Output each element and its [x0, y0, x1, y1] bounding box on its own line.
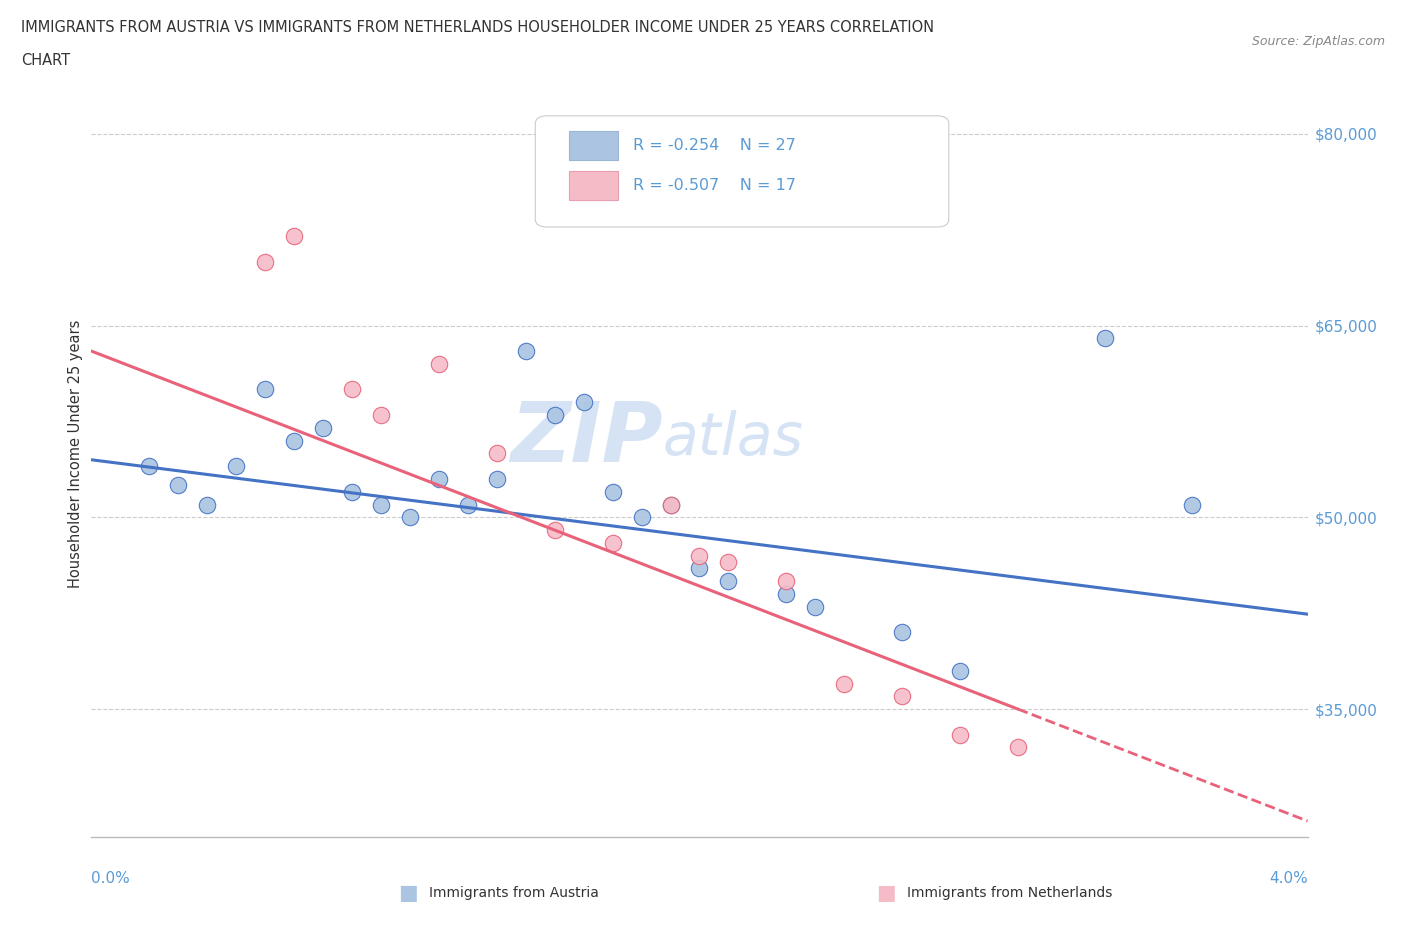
Point [1181, 498, 1204, 512]
Point [688, 561, 710, 576]
Point [1007, 740, 1029, 755]
Point [688, 549, 710, 564]
Point [659, 498, 682, 512]
Point [775, 587, 797, 602]
Point [949, 663, 972, 678]
Text: atlas: atlas [664, 409, 804, 467]
Point [370, 498, 392, 512]
Text: 0.0%: 0.0% [91, 871, 131, 886]
Point [515, 344, 537, 359]
Text: IMMIGRANTS FROM AUSTRIA VS IMMIGRANTS FROM NETHERLANDS HOUSEHOLDER INCOME UNDER : IMMIGRANTS FROM AUSTRIA VS IMMIGRANTS FR… [21, 20, 934, 35]
Point [544, 523, 567, 538]
Point [804, 600, 827, 615]
Point [195, 24, 218, 39]
Point [340, 485, 363, 499]
Point [427, 472, 450, 486]
Point [775, 574, 797, 589]
Text: Source: ZipAtlas.com: Source: ZipAtlas.com [1251, 35, 1385, 48]
Text: R = -0.254    N = 27: R = -0.254 N = 27 [633, 139, 796, 153]
Point [891, 625, 914, 640]
Point [225, 458, 247, 473]
Text: ■: ■ [398, 883, 418, 903]
Point [891, 689, 914, 704]
FancyBboxPatch shape [569, 171, 619, 200]
Point [485, 472, 508, 486]
Point [340, 382, 363, 397]
Point [254, 382, 277, 397]
Text: Immigrants from Austria: Immigrants from Austria [429, 885, 599, 900]
Point [630, 510, 652, 525]
FancyBboxPatch shape [536, 116, 949, 227]
Point [717, 554, 740, 569]
Point [283, 229, 305, 244]
Point [572, 395, 595, 410]
Point [832, 676, 855, 691]
Point [659, 498, 682, 512]
Point [399, 510, 422, 525]
Text: R = -0.507    N = 17: R = -0.507 N = 17 [633, 179, 796, 193]
Text: 4.0%: 4.0% [1268, 871, 1308, 886]
Y-axis label: Householder Income Under 25 years: Householder Income Under 25 years [67, 319, 83, 588]
Point [457, 498, 479, 512]
Text: ZIP: ZIP [510, 397, 664, 479]
Point [167, 478, 190, 493]
Point [717, 574, 740, 589]
Point [485, 446, 508, 461]
FancyBboxPatch shape [569, 131, 619, 160]
Point [283, 433, 305, 448]
Point [602, 536, 624, 551]
Point [312, 420, 335, 435]
Text: Immigrants from Netherlands: Immigrants from Netherlands [907, 885, 1112, 900]
Point [195, 498, 218, 512]
Text: ■: ■ [876, 883, 896, 903]
Point [544, 407, 567, 422]
Point [254, 254, 277, 269]
Point [1094, 331, 1116, 346]
Point [602, 485, 624, 499]
Point [370, 407, 392, 422]
Point [138, 458, 160, 473]
Text: CHART: CHART [21, 53, 70, 68]
Point [949, 727, 972, 742]
Point [427, 356, 450, 371]
